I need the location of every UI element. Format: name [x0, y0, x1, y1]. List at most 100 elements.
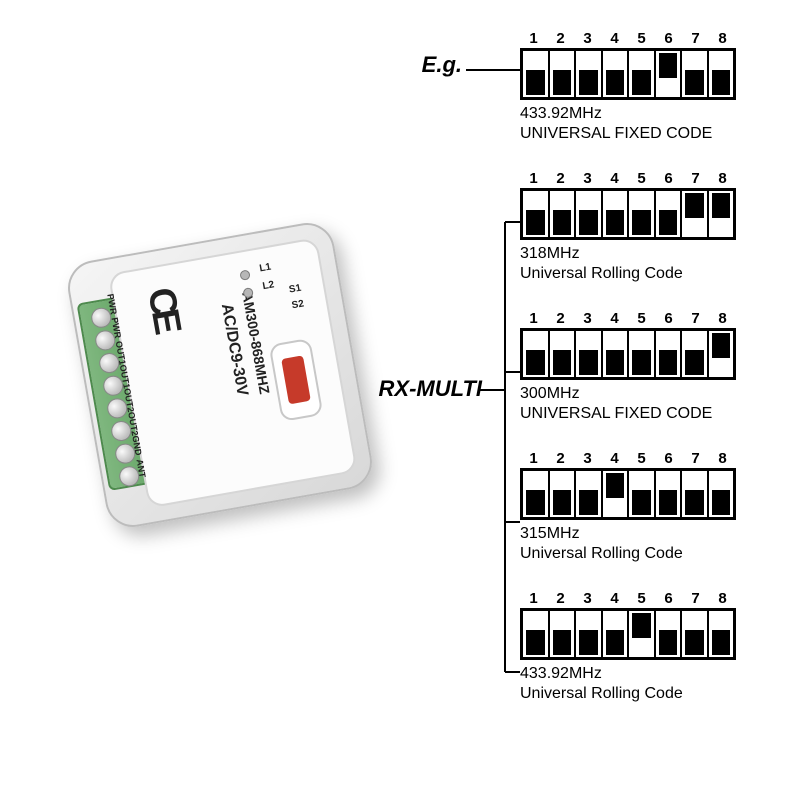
- dip-switch: [709, 471, 734, 517]
- dip-number: 8: [709, 30, 736, 48]
- dip-frame: [520, 328, 736, 380]
- dip-description: Universal Rolling Code: [520, 544, 780, 564]
- dip-switch: [629, 611, 656, 657]
- dip-number: 1: [520, 170, 547, 188]
- dip-number: 5: [628, 30, 655, 48]
- dip-number: 7: [682, 310, 709, 328]
- dip-switch: [550, 191, 577, 237]
- receiver-device: CE AC/DC9-30V AM300-868MHZ L1 L2 S1 S2 P…: [64, 219, 377, 532]
- dip-description: Universal Rolling Code: [520, 264, 780, 284]
- dip-number: 3: [574, 450, 601, 468]
- dip-switch: [550, 611, 577, 657]
- button-label-s1: S1: [288, 283, 302, 296]
- dip-description: UNIVERSAL FIXED CODE: [520, 124, 780, 144]
- dip-number-row: 12345678: [520, 590, 780, 608]
- ce-mark-icon: CE: [138, 285, 187, 333]
- dip-number: 7: [682, 170, 709, 188]
- dip-number: 8: [709, 450, 736, 468]
- dip-number: 2: [547, 310, 574, 328]
- dip-switch: [576, 331, 603, 377]
- dip-block: 12345678315MHzUniversal Rolling Code: [520, 450, 780, 564]
- dip-number: 6: [655, 170, 682, 188]
- dip-number: 5: [628, 590, 655, 608]
- dip-description: Universal Rolling Code: [520, 684, 780, 704]
- dip-number: 1: [520, 590, 547, 608]
- dip-switch: [629, 191, 656, 237]
- dip-number: 1: [520, 450, 547, 468]
- dip-settings-column: 12345678433.92MHzUNIVERSAL FIXED CODE123…: [520, 30, 780, 730]
- dip-caption: 318MHzUniversal Rolling Code: [520, 244, 780, 284]
- dip-switch: [656, 331, 683, 377]
- dip-number: 8: [709, 590, 736, 608]
- dip-number: 5: [628, 310, 655, 328]
- dip-number: 8: [709, 170, 736, 188]
- dip-block: 12345678 300MHzUNIVERSAL FIXED CODE: [520, 310, 780, 424]
- dip-frame: [520, 468, 736, 520]
- dip-number: 2: [547, 450, 574, 468]
- dip-number: 8: [709, 310, 736, 328]
- dip-switch: [709, 51, 734, 97]
- dip-switch: [629, 471, 656, 517]
- dip-number: 4: [601, 450, 628, 468]
- dip-switch: [523, 471, 550, 517]
- dip-switch: [603, 51, 630, 97]
- dip-frame: [520, 608, 736, 660]
- dip-switch: [682, 51, 709, 97]
- dip-number: 7: [682, 590, 709, 608]
- dip-caption: 315MHzUniversal Rolling Code: [520, 524, 780, 564]
- led-l1: [239, 269, 251, 281]
- dip-switch: [709, 331, 734, 377]
- dip-caption: 300MHzUNIVERSAL FIXED CODE: [520, 384, 780, 424]
- dip-frequency: 433.92MHz: [520, 664, 780, 684]
- dip-switch: [576, 191, 603, 237]
- terminal-label: ANT: [134, 458, 147, 478]
- dip-frequency: 315MHz: [520, 524, 780, 544]
- led-label-l1: L1: [259, 262, 272, 275]
- dip-block: 12345678 433.92MHzUniversal Rolling Code: [520, 590, 780, 704]
- dip-switch: [576, 611, 603, 657]
- dip-switch: [576, 51, 603, 97]
- dip-switch: [523, 611, 550, 657]
- dip-block: 12345678 318MHzUniversal Rolling Code: [520, 170, 780, 284]
- dip-number-row: 12345678: [520, 310, 780, 328]
- dip-switch: [523, 331, 550, 377]
- dip-number: 1: [520, 310, 547, 328]
- terminal-label: GND: [130, 435, 143, 456]
- dip-switch: [629, 51, 656, 97]
- dip-number: 4: [601, 590, 628, 608]
- dip-switch: [603, 331, 630, 377]
- dip-number: 6: [655, 30, 682, 48]
- dip-switch: [523, 191, 550, 237]
- dip-number: 3: [574, 170, 601, 188]
- dip-switch: [709, 191, 734, 237]
- dip-switch: [682, 191, 709, 237]
- dip-number-row: 12345678: [520, 170, 780, 188]
- led-label-l2: L2: [262, 279, 275, 292]
- dip-number: 6: [655, 310, 682, 328]
- dip-number: 5: [628, 170, 655, 188]
- dip-switch: [656, 51, 683, 97]
- dip-switch: [656, 471, 683, 517]
- dip-number: 4: [601, 310, 628, 328]
- dip-number: 6: [655, 590, 682, 608]
- dip-switch: [709, 611, 734, 657]
- dip-frequency: 318MHz: [520, 244, 780, 264]
- label-eg: E.g.: [400, 52, 462, 78]
- dip-frame: [520, 48, 736, 100]
- dip-switch: [682, 471, 709, 517]
- dip-number-row: 12345678: [520, 30, 780, 48]
- dip-switch: [550, 471, 577, 517]
- dip-number: 2: [547, 170, 574, 188]
- dip-number: 3: [574, 590, 601, 608]
- dip-switch: [682, 331, 709, 377]
- button-label-s2: S2: [291, 298, 305, 311]
- dip-number: 2: [547, 30, 574, 48]
- dip-switch: [629, 331, 656, 377]
- dip-number: 2: [547, 590, 574, 608]
- dip-number: 4: [601, 30, 628, 48]
- dip-number: 3: [574, 30, 601, 48]
- dip-switch: [576, 471, 603, 517]
- dip-number: 5: [628, 450, 655, 468]
- dip-description: UNIVERSAL FIXED CODE: [520, 404, 780, 424]
- dip-switch: [656, 611, 683, 657]
